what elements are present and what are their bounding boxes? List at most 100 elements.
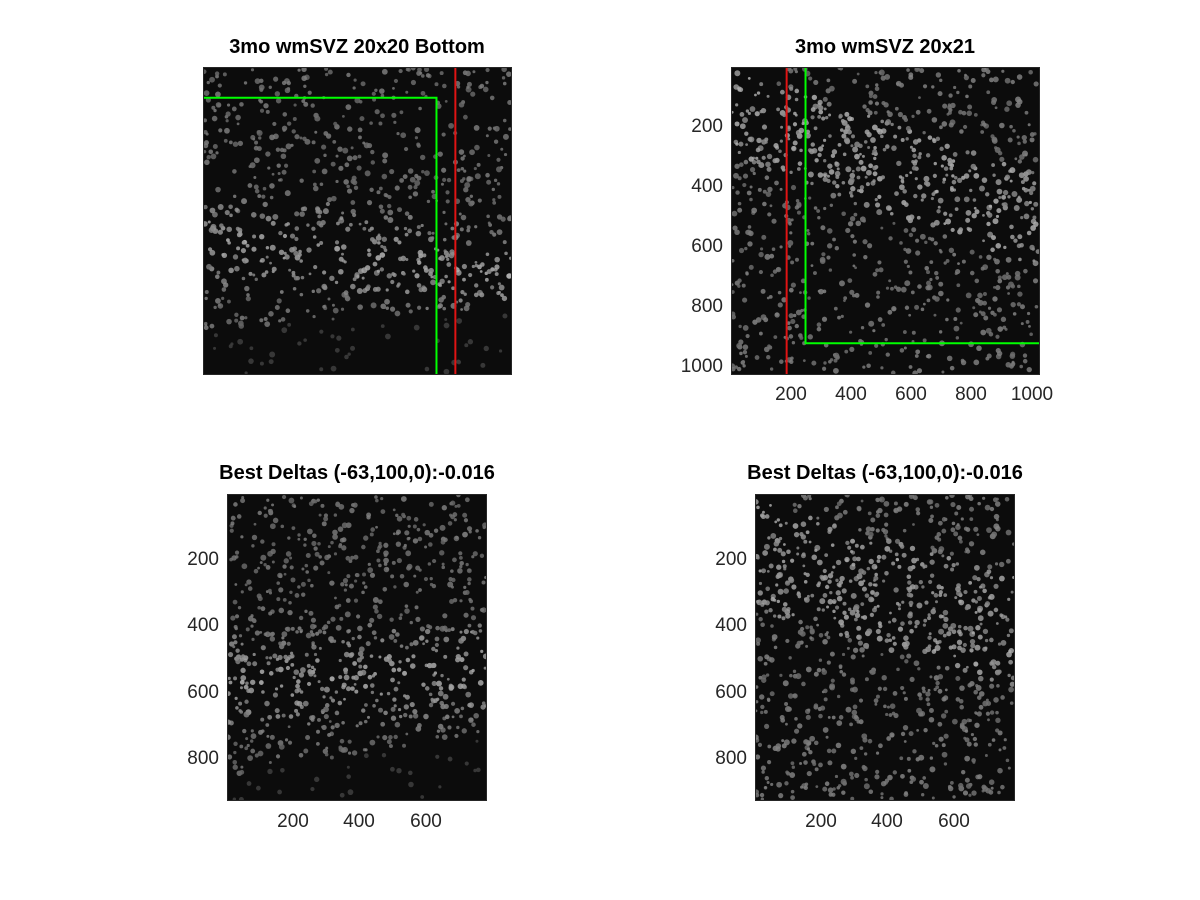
- nucleus: [332, 529, 338, 536]
- nucleus: [343, 179, 349, 185]
- nucleus: [923, 564, 928, 569]
- nucleus: [840, 314, 844, 318]
- nucleus: [327, 732, 332, 737]
- nucleus: [430, 279, 436, 286]
- nucleus: [906, 574, 912, 580]
- nucleus: [305, 632, 312, 639]
- nucleus: [282, 148, 287, 153]
- nucleus: [793, 531, 800, 538]
- nucleus: [450, 226, 455, 231]
- nucleus: [849, 194, 854, 198]
- nucleus: [381, 753, 387, 758]
- nucleus: [822, 638, 828, 645]
- nucleus: [251, 544, 255, 548]
- nucleus: [485, 68, 490, 73]
- nucleus: [826, 243, 833, 249]
- nucleus: [341, 244, 347, 250]
- nucleus: [393, 704, 397, 708]
- nucleus: [893, 587, 899, 593]
- nucleus: [874, 198, 878, 202]
- nucleus: [362, 581, 366, 585]
- nucleus: [435, 735, 440, 739]
- nucleus: [424, 529, 431, 536]
- nucleus: [850, 592, 857, 599]
- nucleus: [897, 125, 902, 130]
- nucleus: [1000, 316, 1007, 323]
- nucleus: [244, 583, 248, 587]
- nucleus: [804, 739, 809, 744]
- nucleus: [866, 566, 871, 571]
- nucleus: [292, 116, 297, 121]
- nucleus: [300, 275, 305, 280]
- nucleus: [887, 774, 893, 781]
- panel-4-nuclei: [756, 495, 1014, 800]
- nucleus: [957, 262, 960, 266]
- nucleus: [205, 132, 209, 136]
- nucleus: [799, 291, 802, 295]
- nucleus: [254, 753, 259, 758]
- nucleus: [286, 81, 291, 86]
- nucleus: [487, 126, 492, 131]
- nucleus: [366, 515, 371, 520]
- nucleus: [850, 796, 855, 800]
- nucleus: [431, 189, 435, 194]
- nucleus: [413, 185, 418, 190]
- nucleus: [431, 583, 437, 589]
- nucleus: [844, 495, 848, 497]
- nucleus: [943, 166, 949, 171]
- nucleus: [406, 563, 413, 570]
- nucleus: [872, 165, 878, 171]
- nucleus: [1004, 615, 1008, 619]
- nucleus: [221, 287, 227, 292]
- nucleus: [847, 278, 853, 283]
- nucleus: [442, 306, 447, 311]
- nucleus: [741, 283, 746, 288]
- nucleus: [265, 255, 269, 259]
- nucleus: [817, 172, 824, 178]
- nucleus: [768, 563, 774, 569]
- nucleus: [831, 715, 836, 720]
- nucleus: [777, 547, 783, 553]
- nucleus: [930, 196, 934, 201]
- nucleus: [786, 321, 791, 326]
- nucleus: [944, 688, 948, 692]
- nucleus: [894, 538, 901, 544]
- nucleus: [1021, 134, 1027, 141]
- nucleus: [303, 748, 309, 754]
- nucleus: [929, 573, 935, 578]
- nucleus: [926, 280, 932, 286]
- nucleus: [278, 249, 285, 255]
- nucleus: [822, 176, 828, 182]
- nucleus: [424, 545, 428, 549]
- nucleus: [303, 543, 307, 547]
- nucleus: [450, 500, 456, 506]
- nucleus: [788, 334, 794, 339]
- nucleus: [937, 91, 943, 97]
- nucleus: [1007, 673, 1011, 678]
- nucleus: [1009, 124, 1013, 129]
- nucleus: [877, 128, 883, 135]
- nucleus: [903, 259, 908, 264]
- nucleus: [835, 505, 839, 510]
- nucleus: [292, 286, 297, 291]
- nucleus: [848, 177, 855, 184]
- nucleus: [316, 498, 320, 502]
- nucleus: [228, 680, 233, 685]
- nucleus: [804, 782, 809, 787]
- nucleus: [744, 354, 748, 358]
- nucleus: [423, 265, 428, 270]
- nucleus: [357, 304, 363, 310]
- nucleus: [322, 270, 327, 275]
- nucleus: [375, 698, 379, 703]
- nucleus: [781, 297, 787, 303]
- nucleus: [269, 261, 272, 265]
- nucleus: [204, 296, 208, 301]
- nucleus: [769, 253, 775, 259]
- nucleus: [508, 127, 511, 131]
- nucleus: [933, 219, 940, 226]
- nucleus: [312, 235, 317, 239]
- nucleus: [734, 70, 741, 77]
- nucleus: [900, 773, 905, 779]
- nucleus: [401, 512, 406, 517]
- nucleus: [786, 549, 791, 555]
